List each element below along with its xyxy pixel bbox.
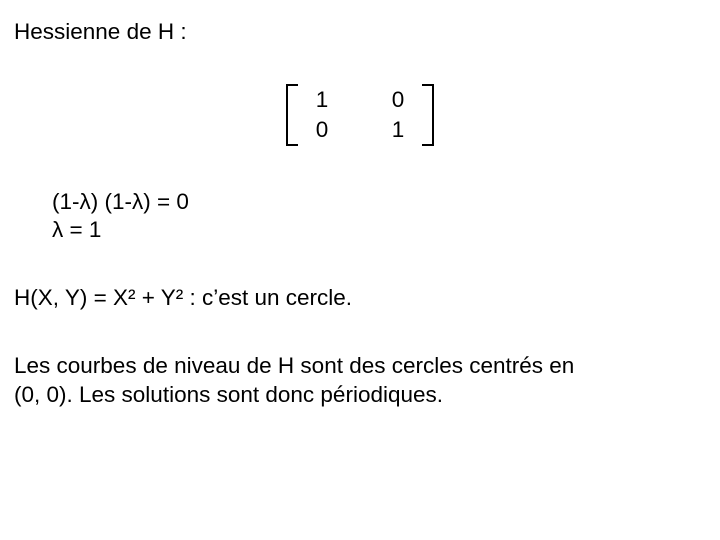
matrix-cell: 0 [298, 115, 346, 145]
eigenvalue-block: (1-λ) (1-λ) = 0 λ = 1 [52, 188, 706, 244]
eigen-equation: (1-λ) (1-λ) = 0 [52, 188, 706, 216]
eigen-solution: λ = 1 [52, 216, 706, 244]
conclusion-line: Les courbes de niveau de H sont des cerc… [14, 351, 706, 380]
page-title: Hessienne de H : [14, 18, 706, 46]
hessian-matrix: 1 0 0 1 [14, 84, 706, 146]
matrix-cell: 1 [298, 85, 346, 115]
matrix-cell: 1 [374, 115, 422, 145]
matrix-cell: 0 [374, 85, 422, 115]
conclusion-paragraph: Les courbes de niveau de H sont des cerc… [14, 351, 706, 410]
conclusion-line: (0, 0). Les solutions sont donc périodiq… [14, 380, 706, 409]
hxy-statement: H(X, Y) = X² + Y² : c’est un cercle. [14, 284, 706, 312]
matrix-table: 1 0 0 1 [286, 84, 434, 146]
